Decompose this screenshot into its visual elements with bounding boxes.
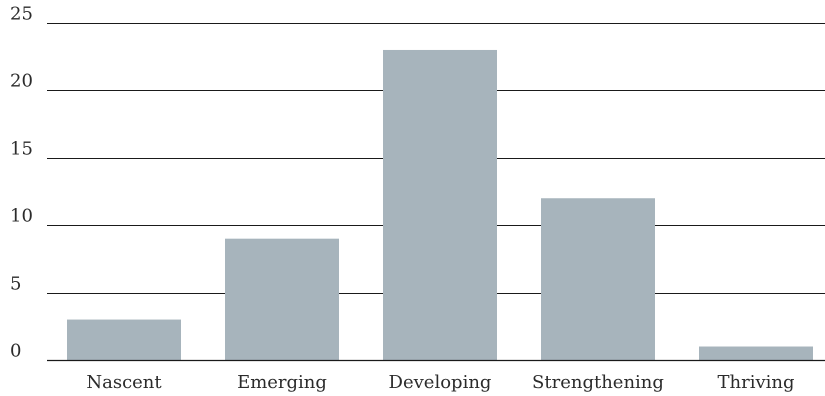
y-tick-label-25: 25 <box>10 4 33 25</box>
y-tick-label-15: 15 <box>10 139 33 160</box>
x-tick-label-thriving: Thriving <box>717 372 794 393</box>
x-tick-label-developing: Developing <box>389 372 492 393</box>
y-tick-label-5: 5 <box>10 274 21 295</box>
x-tick-label-strengthening: Strengthening <box>532 372 664 393</box>
y-tick-label-20: 20 <box>10 71 33 92</box>
bar-strengthening <box>541 198 655 360</box>
x-tick-label-emerging: Emerging <box>237 372 327 393</box>
x-tick-label-nascent: Nascent <box>86 372 162 393</box>
bar-thriving <box>699 346 813 360</box>
bar-nascent <box>67 319 181 360</box>
bar-developing <box>383 49 497 361</box>
bar-layer <box>67 49 813 361</box>
y-tick-label-10: 10 <box>10 206 33 227</box>
bar-emerging <box>225 238 339 360</box>
y-tick-label-0: 0 <box>10 341 21 362</box>
x-axis-labels: Nascent Emerging Developing Strengthening Th… <box>86 372 794 393</box>
y-axis-ticks: 0 5 10 15 20 25 <box>10 4 33 362</box>
